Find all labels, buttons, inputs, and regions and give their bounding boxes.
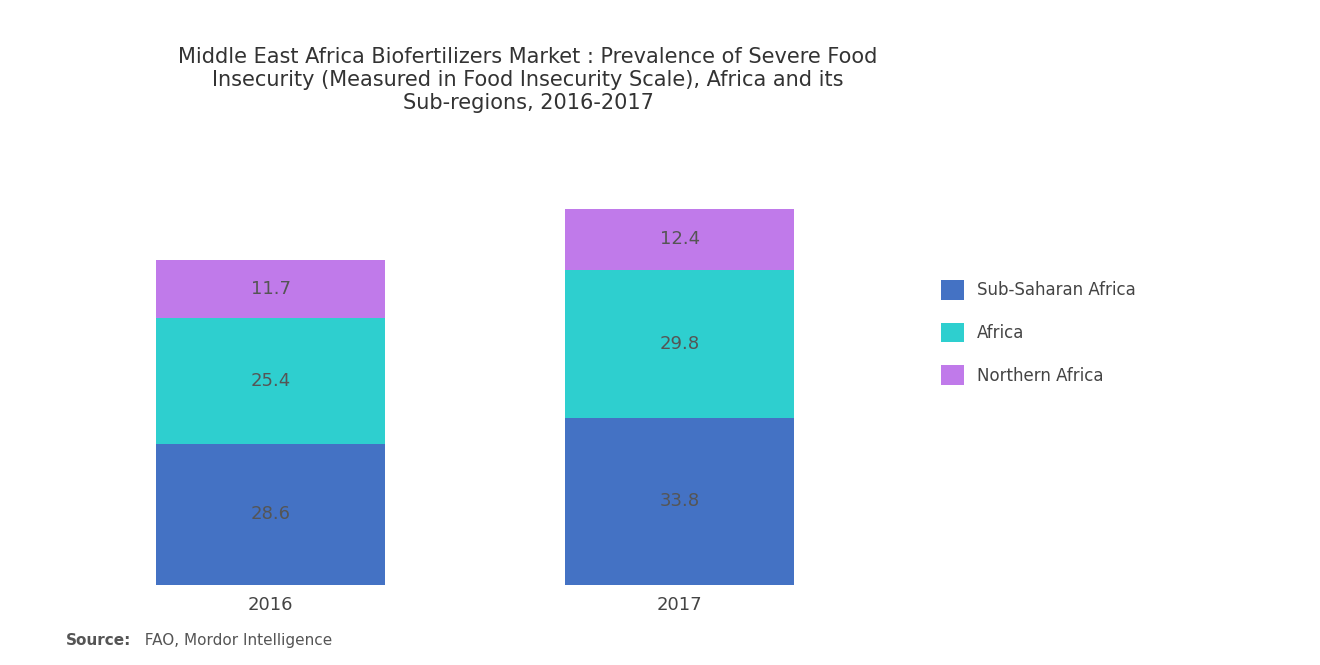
Text: 11.7: 11.7 xyxy=(251,280,290,298)
Bar xyxy=(565,418,795,585)
Text: Source:: Source: xyxy=(66,633,132,648)
Text: 28.6: 28.6 xyxy=(251,505,290,523)
Bar xyxy=(565,270,795,418)
Text: 29.8: 29.8 xyxy=(660,335,700,353)
Text: FAO, Mordor Intelligence: FAO, Mordor Intelligence xyxy=(135,633,331,648)
Text: 25.4: 25.4 xyxy=(251,372,290,390)
Bar xyxy=(156,444,385,585)
Text: 33.8: 33.8 xyxy=(660,493,700,511)
Bar xyxy=(156,260,385,318)
Bar xyxy=(565,209,795,270)
Bar xyxy=(156,318,385,444)
Text: Middle East Africa Biofertilizers Market : Prevalence of Severe Food
Insecurity : Middle East Africa Biofertilizers Market… xyxy=(178,47,878,113)
Text: 12.4: 12.4 xyxy=(660,231,700,249)
Legend: Sub-Saharan Africa, Africa, Northern Africa: Sub-Saharan Africa, Africa, Northern Afr… xyxy=(932,272,1144,393)
